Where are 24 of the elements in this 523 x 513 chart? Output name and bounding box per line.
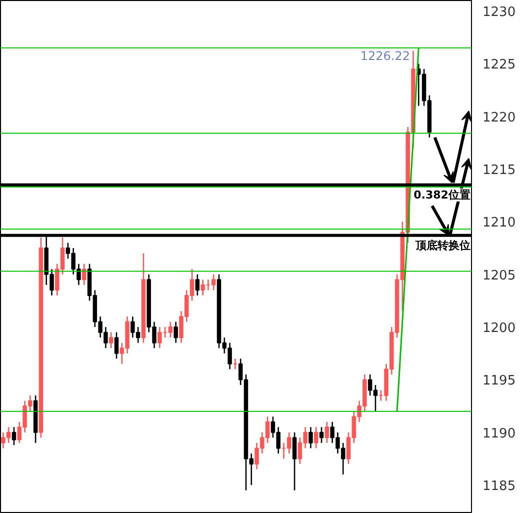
- candlestick: [108, 332, 114, 349]
- candlestick: [174, 321, 178, 344]
- annotation: 1226.22: [360, 48, 410, 63]
- ref-line-label: 0.382位置: [414, 188, 470, 202]
- y-tick-label: 1205: [482, 268, 516, 284]
- y-tick-label: 1225: [482, 58, 516, 73]
- candlestick: [12, 426, 16, 446]
- y-tick-label: 1190: [482, 426, 516, 442]
- candlestick: [324, 421, 330, 444]
- candlestick: [308, 426, 313, 449]
- candlestick: [319, 426, 324, 444]
- candlestick: [168, 321, 173, 338]
- candlestick: [292, 432, 297, 491]
- y-tick-label: 1195: [482, 374, 516, 389]
- y-tick-label: 1230: [482, 5, 516, 20]
- y-tick-label: 1210: [482, 216, 516, 231]
- candlestick: [314, 426, 318, 449]
- candlestick: [195, 274, 200, 296]
- y-tick-label: 1185: [482, 479, 516, 494]
- y-tick-label: 1215: [482, 163, 516, 178]
- candlestick: [114, 332, 119, 360]
- ref-line-label: 顶底转换位: [414, 239, 470, 252]
- y-tick-label: 1220: [482, 110, 516, 126]
- y-tick-label: 1200: [482, 321, 516, 336]
